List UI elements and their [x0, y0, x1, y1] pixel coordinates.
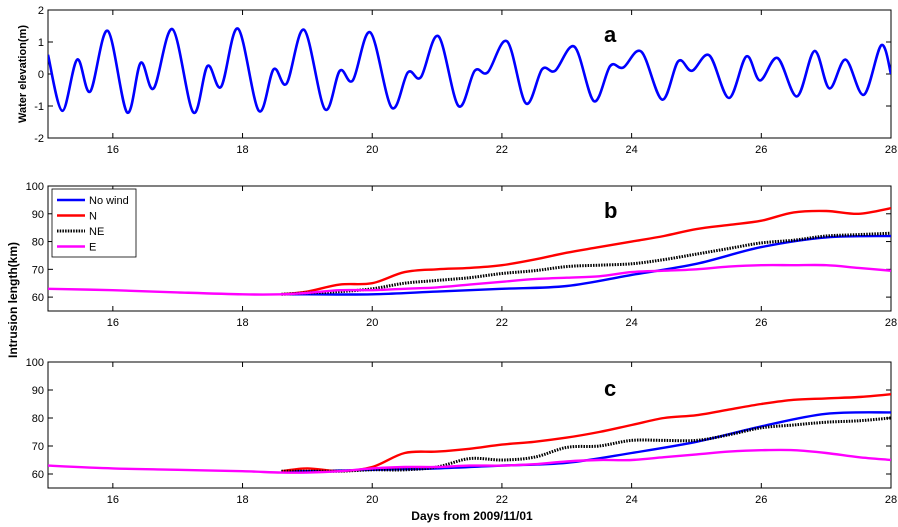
x-tick-label: 16 [107, 494, 119, 506]
x-tick-label: 18 [236, 494, 248, 506]
x-tick-label: 20 [366, 144, 378, 156]
x-tick-label: 22 [496, 144, 508, 156]
x-tick-label: 18 [236, 317, 248, 329]
y-axis-label-intrusion: Intrusion length(km) [6, 242, 20, 358]
y-tick-label: 100 [26, 357, 44, 369]
y-axis-label-elevation: Water elevation(m) [17, 25, 29, 123]
legend-label: No wind [89, 195, 129, 207]
legend-label: E [89, 242, 96, 254]
x-tick-label: 28 [885, 144, 897, 156]
panel-c-intrusion-length: 16 18 20 22 24 26 28 60 70 80 90 100 c [26, 357, 897, 506]
y-tick-label: 70 [32, 441, 44, 453]
x-tick-label: 24 [625, 494, 637, 506]
y-tick-label: 1 [38, 37, 44, 49]
y-tick-label: 2 [38, 5, 44, 17]
x-tick-label: 26 [755, 494, 767, 506]
legend-label: NE [89, 226, 104, 238]
x-tick-label: 16 [107, 317, 119, 329]
x-tick-label: 24 [625, 144, 637, 156]
x-tick-label: 18 [236, 144, 248, 156]
panel-b-intrusion-length: 16 18 20 22 24 26 28 60 70 80 90 100 b No wind N NE E [26, 181, 897, 329]
x-tick-label: 20 [366, 317, 378, 329]
y-tick-label: 60 [32, 292, 44, 304]
y-tick-label: 90 [32, 385, 44, 397]
y-tick-label: 0 [38, 69, 44, 81]
x-tick-label: 28 [885, 317, 897, 329]
y-tick-label: 80 [32, 413, 44, 425]
x-tick-label: 26 [755, 317, 767, 329]
x-tick-label: 16 [107, 144, 119, 156]
x-tick-label: 26 [755, 144, 767, 156]
y-tick-label: 70 [32, 264, 44, 276]
x-tick-label: 20 [366, 494, 378, 506]
x-axis-label: Days from 2009/11/01 [411, 509, 533, 523]
y-tick-label: 100 [26, 181, 44, 193]
x-tick-label: 24 [625, 317, 637, 329]
x-tick-label: 28 [885, 494, 897, 506]
panel-a-water-elevation: 16 18 20 22 24 26 28 -2 -1 0 1 2 Water elevation(m) a [17, 5, 897, 156]
x-tick-label: 22 [496, 494, 508, 506]
y-tick-label: 60 [32, 469, 44, 481]
y-tick-label: -2 [34, 133, 44, 145]
y-tick-label: -1 [34, 101, 44, 113]
legend-label: N [89, 211, 97, 223]
x-tick-label: 22 [496, 317, 508, 329]
y-tick-label: 90 [32, 209, 44, 221]
y-tick-label: 80 [32, 237, 44, 249]
panel-label: a [604, 22, 617, 47]
panel-label: c [604, 376, 616, 401]
panel-label: b [604, 198, 617, 223]
